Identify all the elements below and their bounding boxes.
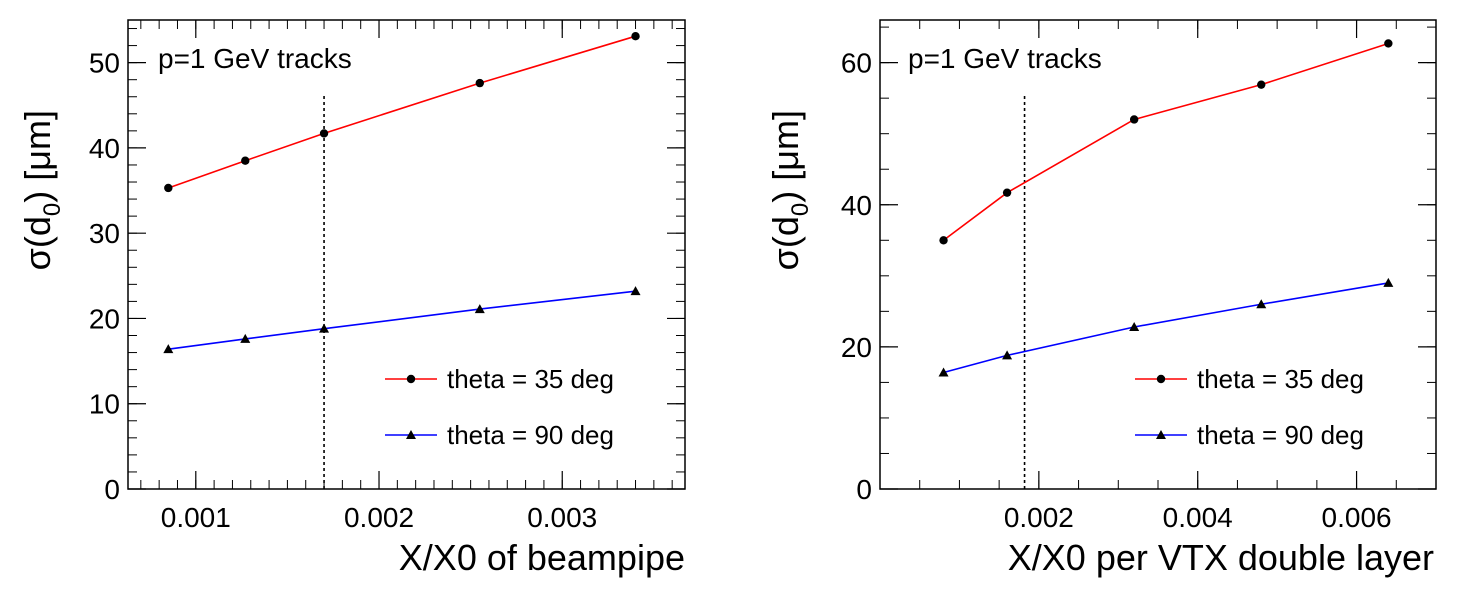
y-tick-label: 60 bbox=[841, 48, 872, 79]
plot-frame bbox=[879, 19, 1437, 490]
y-tick-label: 50 bbox=[89, 48, 120, 79]
data-point-series-2 bbox=[630, 286, 641, 296]
y-tick-label: 0 bbox=[104, 474, 120, 505]
x-axis-label: X/X0 of beampipe bbox=[399, 537, 685, 578]
legend-label-1: theta = 35 deg bbox=[447, 364, 614, 394]
annotation-label: p=1 GeV tracks bbox=[158, 43, 352, 74]
data-point-series-1 bbox=[631, 32, 640, 41]
y-tick-label: 20 bbox=[89, 303, 120, 334]
x-tick-label: 0.002 bbox=[1004, 502, 1074, 533]
y-axis-label: σ(d0) [μm] bbox=[765, 110, 814, 270]
data-point-series-1 bbox=[475, 78, 484, 88]
data-point-series-2 bbox=[1383, 277, 1394, 287]
data-point-series-2 bbox=[319, 323, 330, 333]
legend-marker-2 bbox=[406, 430, 416, 439]
data-point-series-1 bbox=[1129, 115, 1139, 124]
x-tick-label: 0.003 bbox=[527, 502, 597, 533]
annotation-label: p=1 GeV tracks bbox=[908, 43, 1102, 74]
data-point-series-1 bbox=[1384, 39, 1393, 48]
data-point-series-2 bbox=[240, 333, 251, 343]
data-point-series-1 bbox=[241, 156, 250, 165]
data-point-series-1 bbox=[1002, 188, 1012, 197]
data-point-series-2 bbox=[1256, 299, 1267, 309]
plot-frame bbox=[127, 19, 686, 490]
y-tick-label: 10 bbox=[89, 389, 120, 420]
legend-label-2: theta = 90 deg bbox=[447, 420, 614, 450]
x-tick-label: 0.001 bbox=[161, 502, 231, 533]
data-point-series-2 bbox=[1129, 321, 1140, 331]
legend-label-1: theta = 35 deg bbox=[1197, 364, 1364, 394]
legend-marker-1 bbox=[1156, 374, 1166, 384]
legend-label-2: theta = 90 deg bbox=[1197, 420, 1364, 450]
data-point-series-1 bbox=[319, 129, 329, 138]
data-point-series-1 bbox=[1257, 80, 1266, 89]
data-point-series-2 bbox=[938, 367, 949, 377]
x-axis-label: X/X0 per VTX double layer bbox=[1008, 537, 1434, 578]
y-tick-label: 40 bbox=[841, 190, 872, 221]
x-tick-label: 0.004 bbox=[1163, 502, 1233, 533]
series-line-2 bbox=[168, 290, 636, 350]
y-axis-label: σ(d0) [μm] bbox=[17, 110, 66, 270]
y-tick-label: 30 bbox=[89, 218, 120, 249]
legend-marker-1 bbox=[406, 374, 416, 384]
chart-panel-2: 0 20 40 60 0.002 0.004 0.006 p=1 GeV tracks thet… bbox=[765, 19, 1437, 578]
data-point-series-2 bbox=[163, 344, 174, 354]
data-point-series-1 bbox=[939, 236, 948, 245]
data-point-series-1 bbox=[164, 183, 173, 193]
y-tick-label: 0 bbox=[856, 474, 872, 505]
y-tick-label: 40 bbox=[89, 133, 120, 164]
data-point-series-2 bbox=[1002, 350, 1013, 360]
legend-marker-2 bbox=[1156, 430, 1166, 439]
data-point-series-2 bbox=[474, 304, 485, 314]
y-tick-label: 20 bbox=[841, 332, 872, 363]
x-tick-label: 0.006 bbox=[1322, 502, 1392, 533]
x-tick-label: 0.002 bbox=[344, 502, 414, 533]
chart-panel-1: 0 10 20 30 40 50 0.001 0.002 0.003 p=1 GeV tracks… bbox=[17, 19, 686, 578]
